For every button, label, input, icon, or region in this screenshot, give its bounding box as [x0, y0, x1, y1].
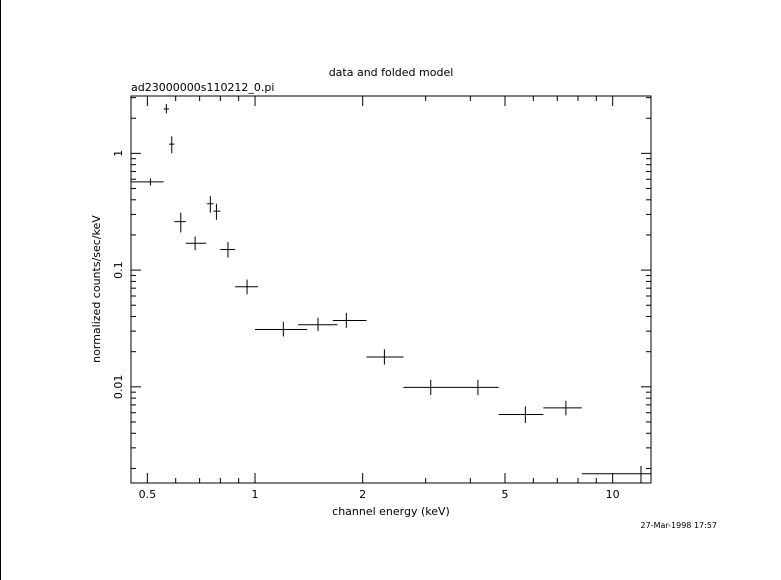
- x-tick-label: 0.5: [139, 488, 157, 501]
- data-point: [174, 212, 186, 233]
- x-tick-label: 1: [252, 488, 259, 501]
- x-tick-label: 10: [606, 488, 620, 501]
- data-point: [366, 349, 404, 365]
- plot-frame: [130, 95, 652, 484]
- x-tick-label: 2: [359, 488, 366, 501]
- data-point: [543, 400, 582, 416]
- data-point: [207, 196, 214, 213]
- data-point: [255, 321, 308, 337]
- data-point: [169, 136, 175, 154]
- data-point: [185, 236, 207, 251]
- data-point: [403, 379, 454, 396]
- y-tick-label: 1: [112, 150, 125, 157]
- data-point: [581, 465, 651, 483]
- data-point: [163, 103, 170, 114]
- chart-title: data and folded model: [329, 66, 454, 79]
- data-point: [298, 317, 338, 332]
- y-axis-ticks: 0.01 0.1 1: [112, 97, 651, 469]
- data-point: [213, 203, 221, 220]
- data-point: [131, 178, 164, 186]
- x-axis-ticks: 0.5 1 2 5 10: [139, 96, 620, 501]
- data-point: [220, 242, 236, 258]
- y-axis-label: normalized counts/sec/keV: [90, 215, 103, 363]
- data-point: [498, 406, 544, 423]
- y-tick-label: 0.1: [112, 261, 125, 279]
- timestamp-label: 27-Mar-1998 17:57: [641, 521, 718, 530]
- chart-subtitle: ad23000000s110212_0.pi: [131, 81, 274, 94]
- data-point: [453, 379, 499, 396]
- x-tick-label: 5: [501, 488, 508, 501]
- data-point: [235, 279, 259, 295]
- data-points: [131, 103, 651, 483]
- data-point: [332, 312, 367, 328]
- y-tick-label: 0.01: [112, 375, 125, 400]
- x-axis-label: channel energy (keV): [332, 505, 450, 518]
